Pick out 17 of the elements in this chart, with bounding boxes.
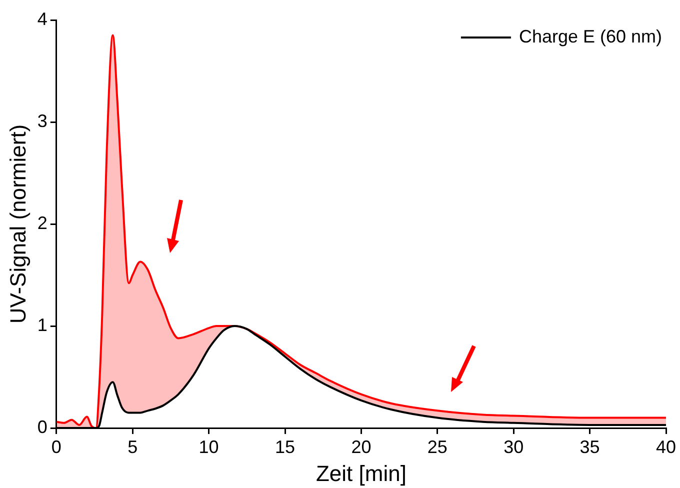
y-tick-label: 2 [37,212,48,233]
x-tick-label: 0 [51,436,62,457]
y-tick-label: 3 [37,110,48,131]
x-tick-label: 15 [274,436,296,457]
x-tick-label: 25 [427,436,448,457]
x-tick-label: 35 [580,436,600,457]
x-tick-label: 5 [128,436,138,457]
y-tick-label: 4 [37,8,48,29]
y-tick-label: 1 [37,314,48,335]
x-tick-label: 40 [656,436,676,457]
x-axis-title: Zeit [min] [316,460,406,486]
x-tick-label: 10 [198,436,219,457]
y-tick-label: 0 [37,416,48,437]
y-axis-title: UV-Signal (normiert) [5,124,30,324]
x-tick-label: 30 [504,436,524,457]
legend-label: Charge E (60 nm) [518,26,662,46]
x-tick-label: 20 [351,436,372,457]
